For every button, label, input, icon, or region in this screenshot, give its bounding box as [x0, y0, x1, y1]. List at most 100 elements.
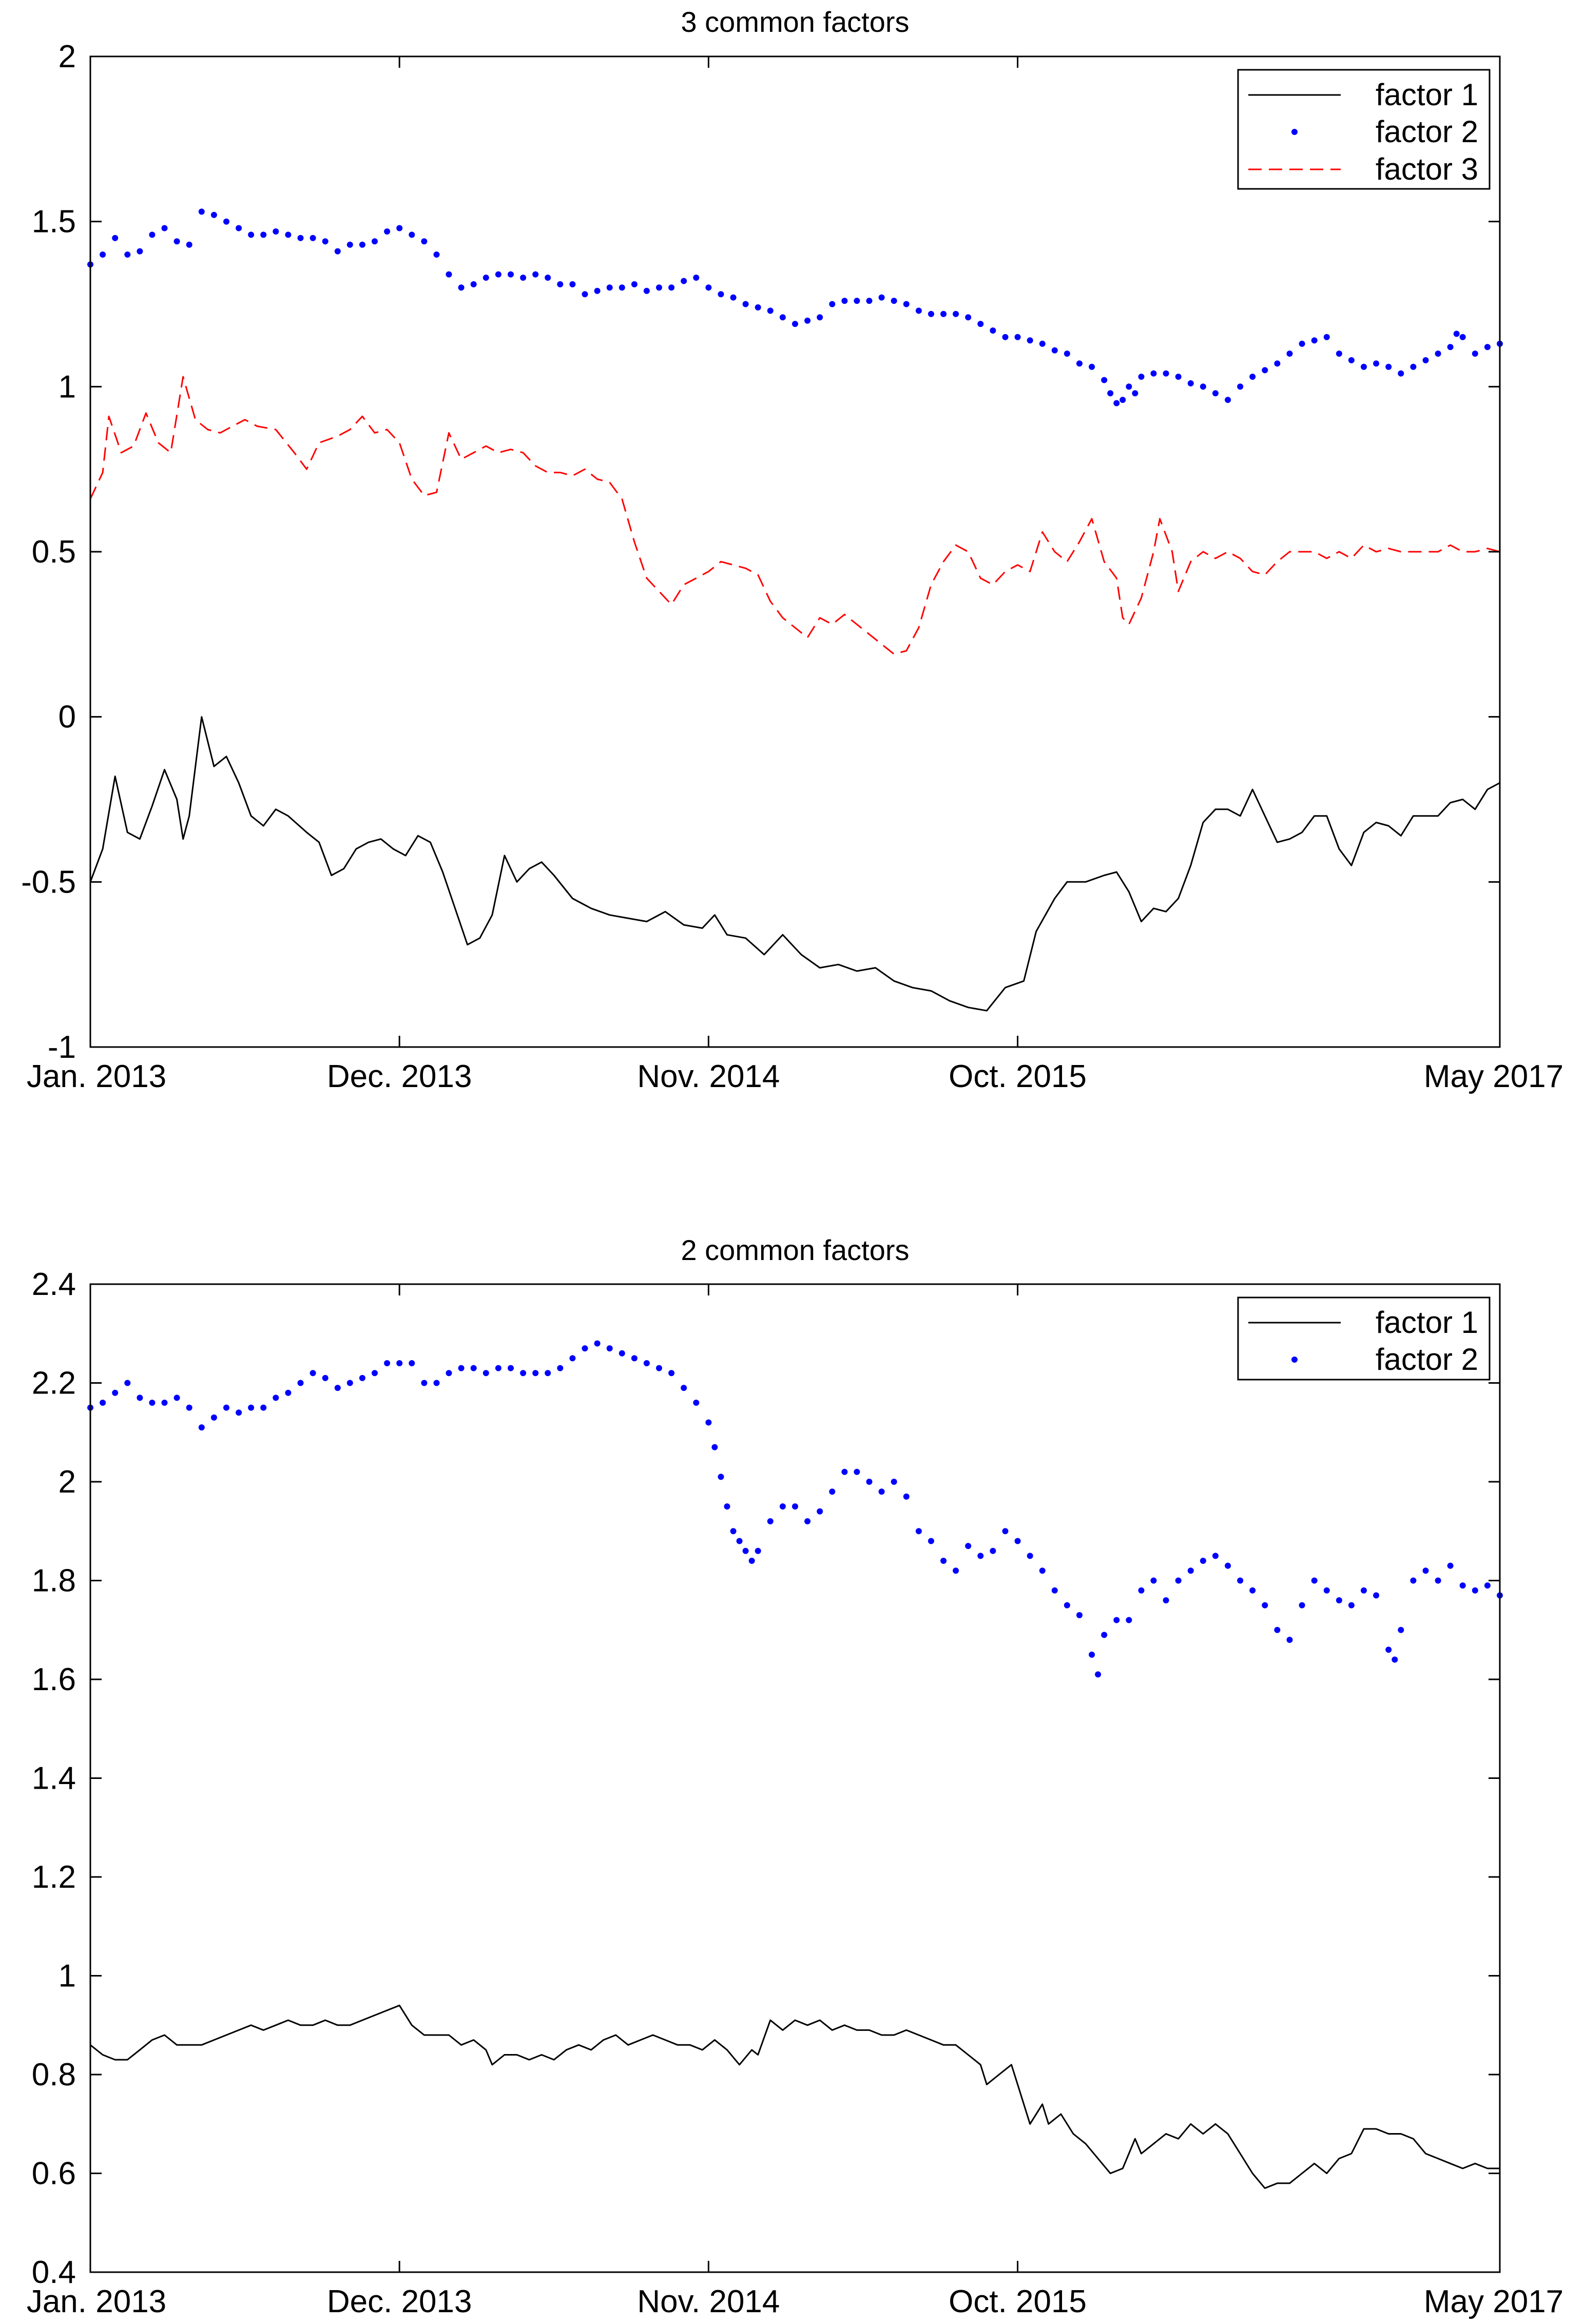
- data-point-factor-2: [977, 321, 984, 327]
- x-tick-label: Nov. 2014: [637, 2284, 780, 2319]
- data-point-factor-2: [557, 281, 564, 287]
- data-point-factor-2: [1348, 1602, 1355, 1609]
- y-tick-label: 1: [59, 369, 76, 404]
- data-point-factor-2: [915, 307, 922, 314]
- data-point-factor-2: [1212, 390, 1219, 397]
- y-tick-label: 0.4: [32, 2255, 76, 2290]
- legend-label-factor-1: factor 1: [1376, 1305, 1478, 1340]
- data-point-factor-2: [520, 1370, 527, 1377]
- legend-swatch-factor-2: [1291, 129, 1298, 135]
- data-point-factor-2: [1459, 334, 1466, 340]
- data-point-factor-2: [643, 287, 650, 294]
- data-point-factor-2: [1150, 1577, 1157, 1584]
- data-point-factor-2: [1101, 377, 1108, 383]
- data-point-factor-2: [297, 1380, 304, 1386]
- legend-label-factor-3: factor 3: [1376, 152, 1478, 186]
- data-point-factor-2: [940, 311, 947, 317]
- data-point-factor-2: [594, 287, 601, 294]
- data-point-factor-2: [619, 284, 625, 291]
- data-point-factor-2: [742, 301, 749, 307]
- data-point-factor-2: [977, 1553, 984, 1559]
- x-tick-label: Oct. 2015: [949, 2284, 1087, 2319]
- data-point-factor-2: [965, 314, 972, 321]
- data-point-factor-2: [149, 231, 156, 238]
- data-point-factor-2: [322, 1374, 329, 1381]
- y-tick-label: 2.4: [32, 1267, 76, 1302]
- data-point-factor-2: [854, 298, 860, 304]
- data-point-factor-2: [470, 281, 477, 287]
- data-point-factor-2: [1286, 351, 1293, 357]
- y-tick-label: 1.8: [32, 1563, 76, 1599]
- data-point-factor-2: [248, 1404, 255, 1411]
- data-point-factor-2: [186, 241, 192, 248]
- series-factor-2: [87, 208, 1503, 406]
- y-tick-label: 0.6: [32, 2156, 76, 2192]
- data-point-factor-2: [532, 271, 539, 278]
- y-tick-label: 2: [59, 39, 76, 74]
- data-point-factor-2: [557, 1365, 564, 1371]
- data-point-factor-2: [1027, 1553, 1033, 1559]
- data-point-factor-2: [854, 1468, 860, 1475]
- data-point-factor-2: [792, 321, 798, 327]
- y-tick-label: 1.6: [32, 1662, 76, 1697]
- data-point-factor-2: [804, 317, 811, 324]
- data-point-factor-2: [841, 1468, 848, 1475]
- data-point-factor-2: [767, 1518, 774, 1524]
- data-point-factor-2: [1113, 1617, 1120, 1623]
- data-point-factor-2: [100, 251, 106, 258]
- data-point-factor-2: [817, 314, 823, 321]
- y-tick-label: 0.8: [32, 2057, 76, 2093]
- data-point-factor-2: [1132, 390, 1138, 397]
- data-point-factor-2: [730, 294, 737, 301]
- data-point-factor-2: [482, 1370, 489, 1377]
- data-point-factor-2: [1484, 344, 1491, 351]
- data-point-factor-2: [384, 1360, 391, 1366]
- data-point-factor-2: [285, 1389, 292, 1396]
- data-point-factor-2: [384, 228, 391, 235]
- data-point-factor-2: [334, 248, 341, 255]
- data-point-factor-2: [532, 1370, 539, 1377]
- data-point-factor-2: [693, 1400, 700, 1406]
- data-point-factor-2: [409, 1360, 415, 1366]
- data-point-factor-2: [903, 1493, 910, 1500]
- data-point-factor-2: [1089, 1651, 1095, 1658]
- data-point-factor-2: [359, 1374, 365, 1381]
- y-tick-label: 0.5: [32, 534, 76, 570]
- data-point-factor-2: [1237, 1577, 1244, 1584]
- data-point-factor-2: [1410, 1577, 1417, 1584]
- data-point-factor-2: [260, 231, 267, 238]
- data-point-factor-2: [1113, 400, 1120, 406]
- data-point-factor-2: [606, 284, 613, 291]
- data-point-factor-2: [334, 1385, 341, 1391]
- data-point-factor-2: [990, 1547, 996, 1554]
- data-point-factor-2: [1076, 360, 1083, 367]
- data-point-factor-2: [1064, 351, 1070, 357]
- data-point-factor-2: [631, 1355, 638, 1362]
- data-point-factor-2: [545, 275, 551, 281]
- data-point-factor-2: [1472, 351, 1478, 357]
- data-point-factor-2: [458, 284, 465, 291]
- data-point-factor-2: [878, 1488, 885, 1495]
- data-point-factor-2: [1311, 337, 1318, 344]
- data-point-factor-2: [841, 298, 848, 304]
- data-point-factor-2: [718, 291, 724, 298]
- data-point-factor-2: [1138, 1587, 1145, 1594]
- y-tick-label: -1: [48, 1030, 76, 1065]
- data-point-factor-2: [965, 1543, 972, 1550]
- chart-title: 2 common factors: [681, 1234, 909, 1266]
- data-point-factor-2: [100, 1400, 106, 1406]
- data-point-factor-2: [1323, 334, 1330, 340]
- data-point-factor-2: [940, 1558, 947, 1564]
- data-point-factor-2: [470, 1365, 477, 1371]
- data-point-factor-2: [520, 275, 527, 281]
- data-point-factor-2: [1107, 390, 1114, 397]
- data-point-factor-2: [1336, 351, 1342, 357]
- data-point-factor-2: [149, 1400, 156, 1406]
- data-point-factor-2: [421, 1380, 428, 1386]
- data-point-factor-2: [1249, 1587, 1256, 1594]
- data-point-factor-2: [730, 1528, 737, 1535]
- y-tick-label: 1: [59, 1959, 76, 1994]
- data-point-factor-2: [792, 1503, 798, 1510]
- y-tick-label: 1.4: [32, 1761, 76, 1796]
